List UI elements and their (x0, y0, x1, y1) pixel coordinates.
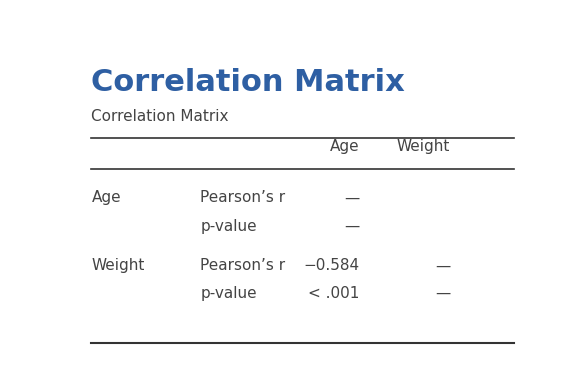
Text: —: — (344, 191, 359, 205)
Text: —: — (435, 258, 450, 273)
Text: Pearson’s r: Pearson’s r (200, 191, 285, 205)
Text: p-value: p-value (200, 285, 257, 301)
Text: < .001: < .001 (308, 285, 359, 301)
Text: Age: Age (91, 191, 121, 205)
Text: −0.584: −0.584 (303, 258, 359, 273)
Text: Weight: Weight (397, 139, 450, 154)
Text: —: — (435, 285, 450, 301)
Text: Age: Age (330, 139, 359, 154)
Text: p-value: p-value (200, 219, 257, 234)
Text: Correlation Matrix: Correlation Matrix (91, 68, 405, 97)
Text: —: — (344, 219, 359, 234)
Text: Correlation Matrix: Correlation Matrix (91, 109, 229, 124)
Text: Pearson’s r: Pearson’s r (200, 258, 285, 273)
Text: Weight: Weight (91, 258, 145, 273)
